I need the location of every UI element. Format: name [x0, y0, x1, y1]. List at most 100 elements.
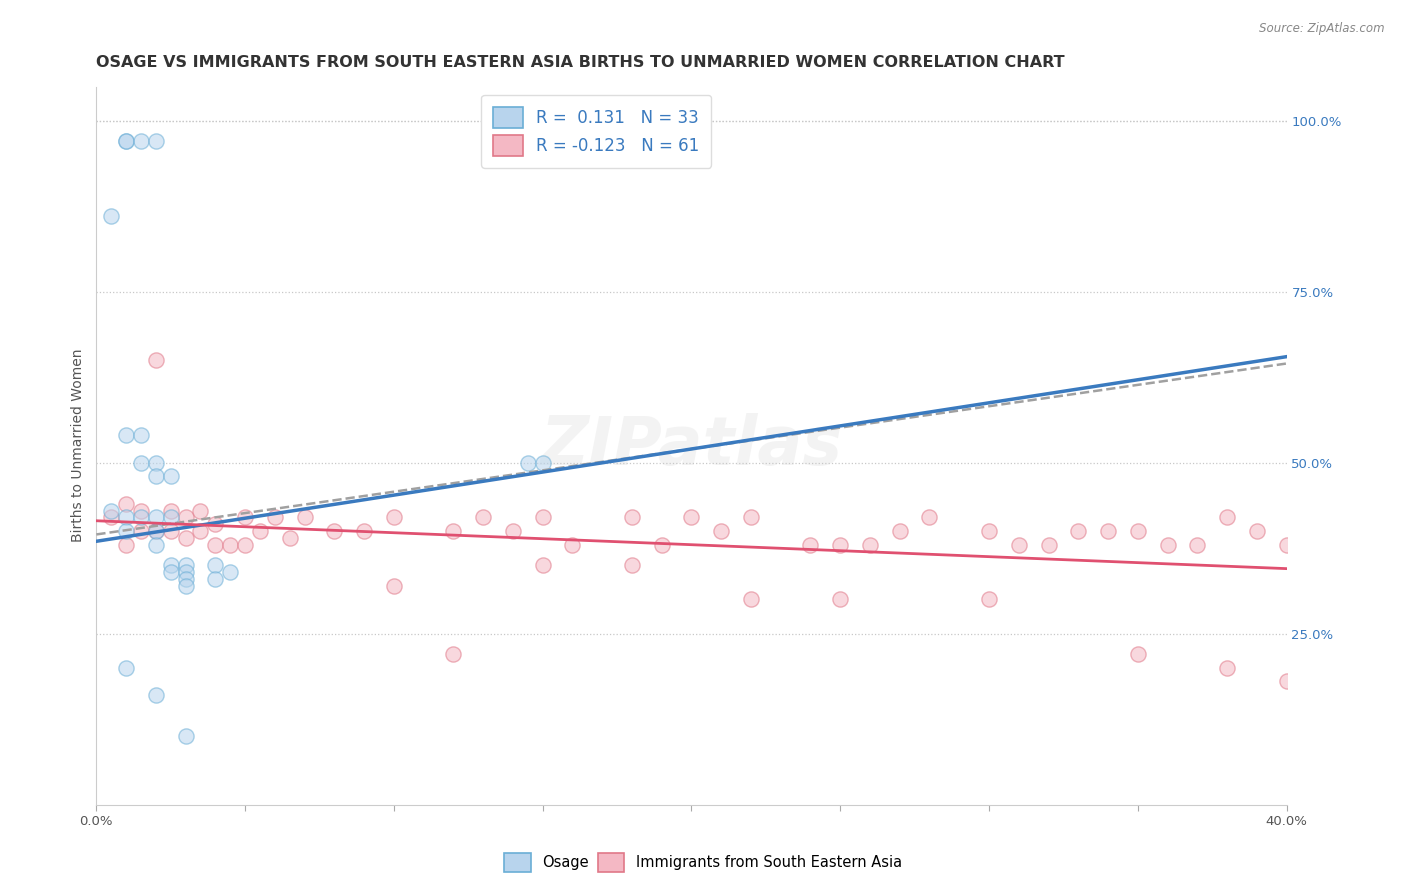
Point [859, 538, 882, 552]
Point [115, 134, 138, 148]
Point [159, 558, 181, 573]
Point [710, 524, 733, 538]
Point [159, 565, 181, 579]
Point [145, 134, 167, 148]
Point [977, 524, 1000, 538]
Point [115, 497, 138, 511]
Point [651, 538, 673, 552]
Y-axis label: Births to Unmarried Women: Births to Unmarried Women [72, 349, 86, 542]
Text: ZIPatlas: ZIPatlas [540, 413, 842, 478]
Point [472, 510, 495, 524]
Point [145, 469, 167, 483]
Point [441, 524, 464, 538]
Point [294, 510, 316, 524]
Point [1275, 538, 1298, 552]
Point [531, 510, 554, 524]
Point [1038, 538, 1060, 552]
Point [249, 524, 271, 538]
Point [204, 538, 226, 552]
Point [129, 510, 152, 524]
Point [1126, 524, 1149, 538]
Point [174, 572, 197, 586]
Point [1246, 524, 1268, 538]
Point [159, 524, 181, 538]
Point [174, 531, 197, 545]
Point [1216, 510, 1239, 524]
Point [100, 503, 122, 517]
Point [174, 558, 197, 573]
Point [1187, 538, 1209, 552]
Point [174, 729, 197, 743]
Point [219, 538, 242, 552]
Point [115, 661, 138, 675]
Point [115, 134, 138, 148]
Point [740, 592, 762, 607]
Point [799, 538, 821, 552]
Point [620, 558, 643, 573]
Point [264, 510, 287, 524]
Point [129, 134, 152, 148]
Point [531, 456, 554, 470]
Point [1126, 647, 1149, 661]
Point [889, 524, 911, 538]
Point [1156, 538, 1178, 552]
Point [323, 524, 346, 538]
Point [145, 510, 167, 524]
Point [129, 456, 152, 470]
Text: OSAGE VS IMMIGRANTS FROM SOUTH EASTERN ASIA BIRTHS TO UNMARRIED WOMEN CORRELATIO: OSAGE VS IMMIGRANTS FROM SOUTH EASTERN A… [97, 55, 1064, 70]
Point [1275, 674, 1298, 689]
Point [204, 558, 226, 573]
Point [382, 510, 405, 524]
Point [233, 538, 256, 552]
Point [1216, 661, 1239, 675]
Point [129, 524, 152, 538]
Point [233, 510, 256, 524]
Point [145, 688, 167, 702]
Point [219, 565, 242, 579]
Point [159, 503, 181, 517]
Point [145, 524, 167, 538]
Point [204, 517, 226, 532]
Point [100, 510, 122, 524]
Point [620, 510, 643, 524]
Point [190, 524, 212, 538]
Point [100, 210, 122, 224]
Point [159, 510, 181, 524]
Legend: Osage, Immigrants from South Eastern Asia: Osage, Immigrants from South Eastern Asi… [499, 847, 907, 878]
Point [145, 524, 167, 538]
Point [145, 353, 167, 368]
Point [115, 510, 138, 524]
Point [174, 510, 197, 524]
Point [830, 538, 852, 552]
Point [190, 503, 212, 517]
Point [977, 592, 1000, 607]
Point [681, 510, 703, 524]
Point [115, 428, 138, 442]
Point [382, 579, 405, 593]
Point [531, 558, 554, 573]
Point [129, 428, 152, 442]
Point [174, 565, 197, 579]
Point [145, 456, 167, 470]
Point [1008, 538, 1031, 552]
Point [129, 503, 152, 517]
Point [1097, 524, 1119, 538]
Point [159, 469, 181, 483]
Point [740, 510, 762, 524]
Point [918, 510, 941, 524]
Point [115, 524, 138, 538]
Point [516, 456, 538, 470]
Point [204, 572, 226, 586]
Point [353, 524, 375, 538]
Point [1067, 524, 1090, 538]
Point [174, 579, 197, 593]
Point [830, 592, 852, 607]
Point [278, 531, 301, 545]
Point [145, 538, 167, 552]
Point [441, 647, 464, 661]
Legend: R =  0.131   N = 33, R = -0.123   N = 61: R = 0.131 N = 33, R = -0.123 N = 61 [481, 95, 711, 168]
Point [115, 538, 138, 552]
Point [502, 524, 524, 538]
Text: Source: ZipAtlas.com: Source: ZipAtlas.com [1260, 22, 1385, 36]
Point [561, 538, 583, 552]
